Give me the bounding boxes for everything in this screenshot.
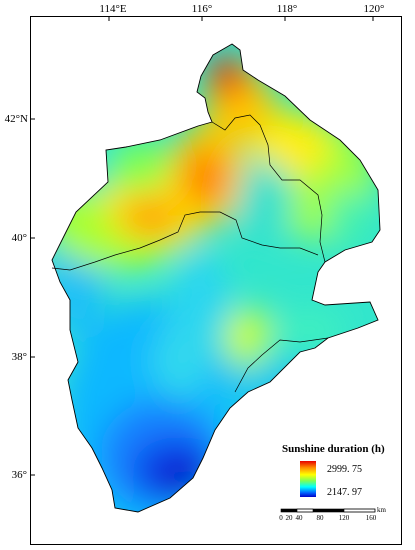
lon-label: 114°E xyxy=(99,3,126,15)
scale-tick: 20 xyxy=(286,514,294,522)
lat-label: 36° xyxy=(12,469,27,481)
scale-tick: 120 xyxy=(339,514,350,522)
legend-max-label: 2999. 75 xyxy=(327,464,362,475)
map-frame-border xyxy=(30,16,402,545)
longitude-axis: 114°E 116° 118° 120° xyxy=(99,3,384,21)
legend: Sunshine duration (h) 2999. 75 2147. 97 xyxy=(282,443,385,498)
legend-title: Sunshine duration (h) xyxy=(282,443,385,455)
lon-label: 118° xyxy=(277,3,298,15)
lat-label: 42°N xyxy=(5,113,28,125)
scale-bar: 0 20 40 80 120 160 km xyxy=(279,506,386,522)
internal-borders xyxy=(51,114,329,393)
scale-tick: 160 xyxy=(366,514,377,522)
legend-min-label: 2147. 97 xyxy=(327,487,362,498)
lat-label: 38° xyxy=(12,351,27,363)
lon-label: 116° xyxy=(192,3,213,15)
scale-tick: 40 xyxy=(296,514,304,522)
scale-tick: 80 xyxy=(317,514,325,522)
legend-color-ramp xyxy=(300,461,316,497)
lat-label: 40° xyxy=(12,232,27,244)
lon-label: 120° xyxy=(364,3,385,15)
scale-tick: 0 xyxy=(279,514,283,522)
scale-unit: km xyxy=(377,506,387,514)
latitude-axis: 42°N 40° 38° 36° xyxy=(5,113,35,481)
